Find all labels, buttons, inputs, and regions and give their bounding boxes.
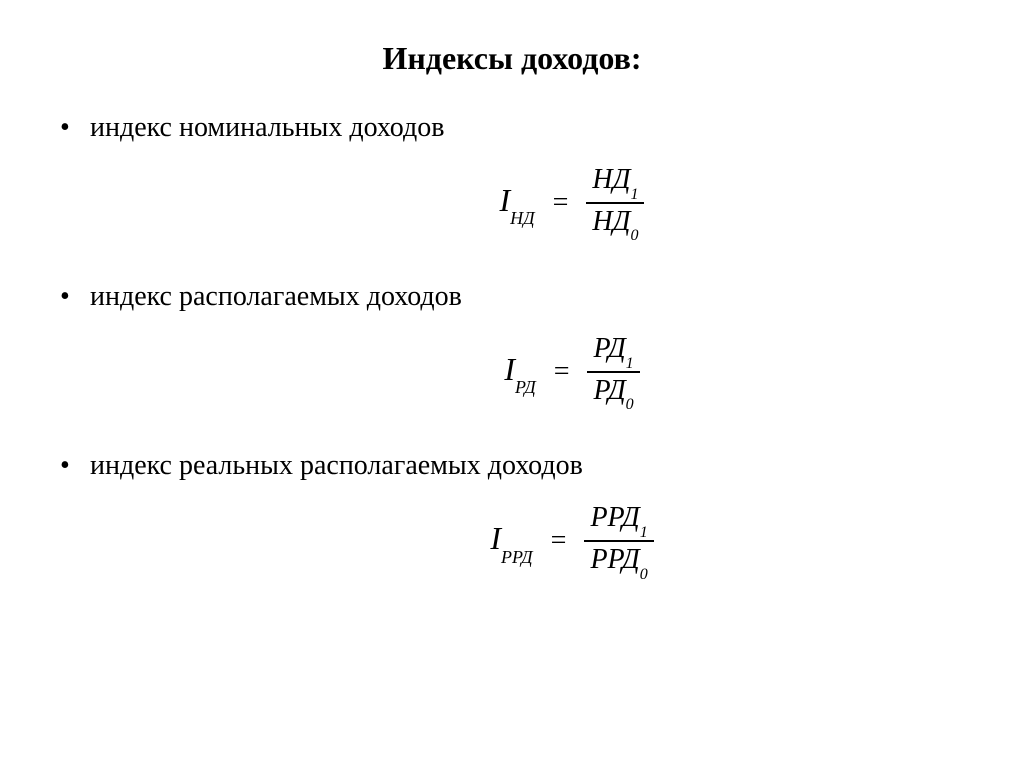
numerator-1: НД [592, 164, 630, 195]
formula-var-sub-2: РД [515, 377, 536, 397]
fraction-3: РРД1 РРД0 [584, 502, 653, 579]
fraction-1: НД1 НД0 [586, 164, 644, 241]
bullet-label-2: индекс располагаемых доходов [50, 281, 974, 313]
formula-var-sub-3: РРД [501, 547, 533, 567]
equals-3: = [551, 525, 567, 557]
num-sub-2: 1 [626, 355, 634, 372]
numerator-2: РД [593, 333, 625, 364]
formula-var-sub-1: НД [510, 208, 534, 228]
formula-var-3: I [490, 520, 501, 556]
formula-1: IНД = НД1 НД0 [50, 164, 974, 241]
num-sub-3: 1 [640, 524, 648, 541]
bullet-label-3: индекс реальных располагаемых доходов [50, 450, 974, 482]
num-sub-1: 1 [630, 186, 638, 203]
equals-2: = [554, 356, 570, 388]
formula-var-1: I [500, 182, 511, 218]
numerator-3: РРД [590, 502, 639, 533]
item-3: индекс реальных располагаемых доходов IР… [50, 450, 974, 579]
page-title: Индексы доходов: [50, 40, 974, 77]
item-1: индекс номинальных доходов IНД = НД1 НД0 [50, 112, 974, 241]
equals-1: = [553, 187, 569, 219]
den-sub-2: 0 [626, 396, 634, 413]
denominator-2: РД [593, 375, 625, 406]
formula-var-2: I [504, 351, 515, 387]
formula-3: IРРД = РРД1 РРД0 [50, 502, 974, 579]
denominator-1: НД [592, 206, 630, 237]
item-2: индекс располагаемых доходов IРД = РД1 Р… [50, 281, 974, 410]
fraction-2: РД1 РД0 [587, 333, 639, 410]
formula-2: IРД = РД1 РД0 [50, 333, 974, 410]
bullet-label-1: индекс номинальных доходов [50, 112, 974, 144]
den-sub-1: 0 [630, 227, 638, 244]
den-sub-3: 0 [640, 566, 648, 583]
denominator-3: РРД [590, 544, 639, 575]
